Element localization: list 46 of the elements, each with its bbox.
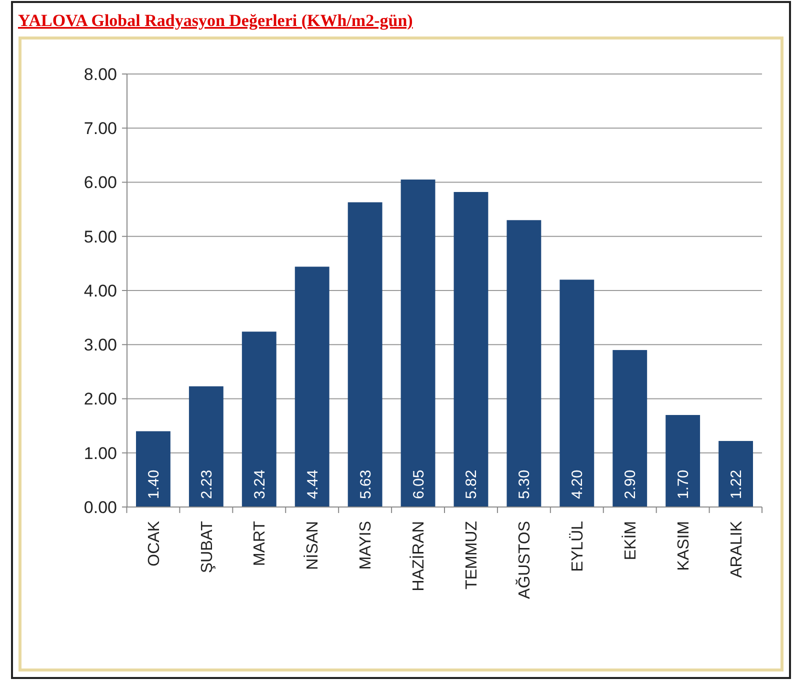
x-tick-label: AĞUSTOS: [516, 521, 534, 599]
data-label: 1.40: [145, 470, 162, 499]
bar: [400, 180, 436, 507]
bar: [188, 386, 224, 507]
bar: [242, 332, 276, 507]
data-label: 4.44: [304, 470, 322, 499]
data-label: 6.05: [410, 470, 428, 499]
y-tick-label: 4.00: [84, 281, 117, 300]
bar: [294, 266, 330, 507]
data-label: 5.82: [463, 470, 480, 499]
data-label: 1.70: [675, 470, 692, 499]
bar: [136, 431, 170, 507]
y-tick-label: 6.00: [84, 173, 117, 192]
bar: [506, 220, 542, 507]
data-label: 1.22: [728, 470, 746, 499]
x-tick-label: EKİM: [621, 521, 640, 560]
bar: [718, 440, 753, 507]
data-label: 2.90: [622, 470, 640, 499]
data-label: 3.24: [251, 470, 268, 499]
bar: [666, 414, 700, 507]
y-tick-label: 8.00: [84, 64, 117, 84]
y-tick-label: 3.00: [84, 336, 117, 355]
x-tick-label: MAYIS: [358, 521, 375, 570]
chart-title: YALOVA Global Radyasyon Değerleri (KWh/m2-gün): [18, 11, 413, 30]
y-tick-label: 2.00: [84, 390, 117, 409]
y-tick-label: 1.00: [84, 444, 117, 463]
x-tick-label: ŞUBAT: [198, 520, 216, 574]
x-tick-label: TEMMUZ: [464, 520, 481, 590]
bar: [560, 280, 594, 507]
data-label: 5.63: [357, 470, 374, 499]
x-tick-label: ARALIK: [728, 520, 746, 578]
bar: [348, 202, 382, 507]
y-tick-label: 0.00: [84, 498, 117, 517]
x-tick-label: EYLÜL: [568, 520, 586, 572]
x-tick-label: MART: [252, 520, 269, 566]
x-tick-label: KASIM: [675, 521, 692, 571]
bar: [612, 350, 648, 507]
y-tick-label: 5.00: [84, 227, 117, 246]
y-tick-label: 7.00: [84, 119, 117, 138]
data-label: 4.20: [569, 470, 586, 499]
data-label: 5.30: [516, 470, 534, 499]
x-tick-label: OCAK: [146, 520, 163, 566]
data-label: 2.23: [198, 470, 216, 499]
bar: [454, 192, 488, 507]
x-tick-label: NİSAN: [304, 521, 322, 570]
x-tick-label: HAZİRAN: [410, 521, 428, 592]
